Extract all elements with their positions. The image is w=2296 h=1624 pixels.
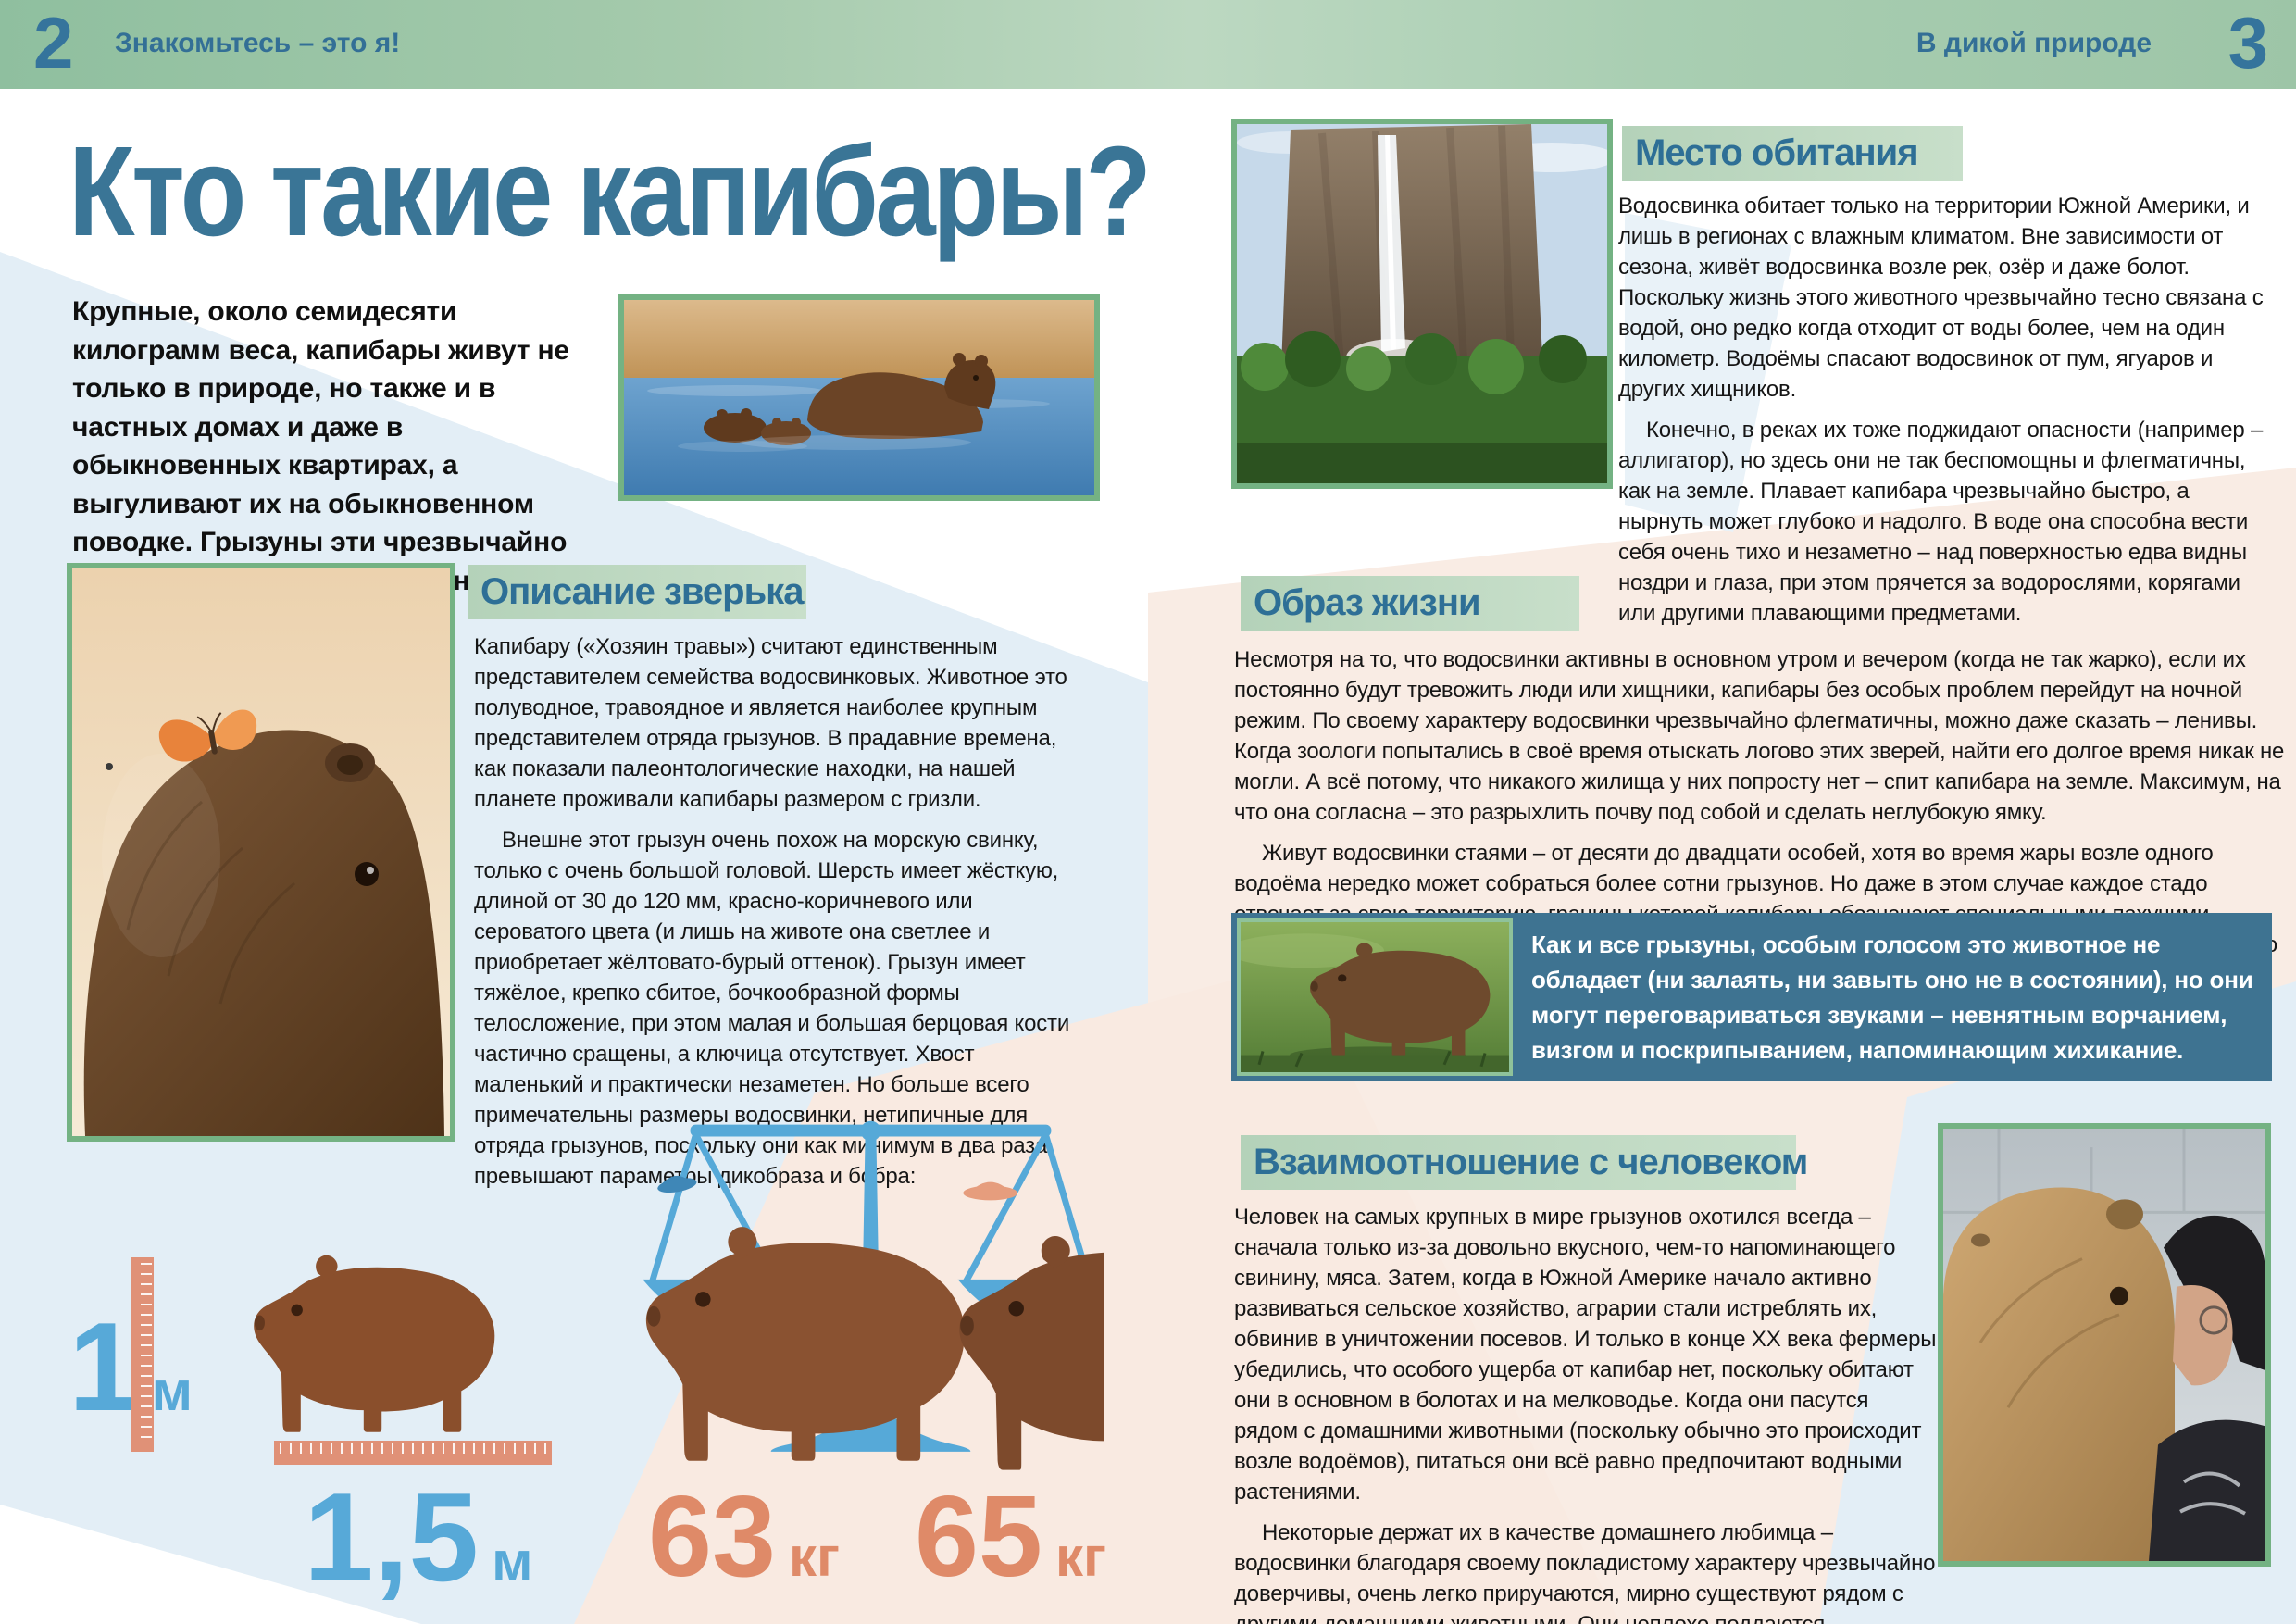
capybara-left-pan-icon <box>646 1227 965 1461</box>
habitat-text: Водосвинка обитает только на территории … <box>1618 191 2277 629</box>
page-header-band: 2 Знакомьтесь – это я! В дикой природе 3 <box>0 0 2296 89</box>
waterfall-photo <box>1231 119 1613 489</box>
description-paragraph-1: Капибару («Хозяин травы») считают единст… <box>474 634 1067 812</box>
voice-callout-box: Как и все грызуны, особым голосом это жи… <box>1231 913 2272 1081</box>
weight-left-unit: кг <box>788 1526 840 1588</box>
capybara-right-pan-icon <box>959 1236 1104 1470</box>
page-title: Кто такие капибары? <box>69 120 1152 263</box>
section-heading-lifestyle: Образ жизни <box>1241 576 1579 631</box>
height-unit: м <box>151 1360 193 1422</box>
rubric-right: В дикой природе <box>1915 28 2152 58</box>
capybara-swimming-illustration <box>624 300 1094 495</box>
weight-right-label: 65 кг <box>915 1480 1106 1594</box>
habitat-paragraph-1: Водосвинка обитает только на территории … <box>1618 194 2264 402</box>
horizontal-ruler <box>274 1441 552 1465</box>
page-number-right: 3 <box>2227 2 2268 83</box>
lifestyle-paragraph-1: Несмотря на то, что водосвинки активны в… <box>1234 647 2285 825</box>
balance-scale-icon <box>643 1120 1104 1525</box>
section-heading-description: Описание зверька <box>468 565 806 619</box>
capybara-walking-photo <box>1237 918 1513 1076</box>
weight-left-value: 63 <box>648 1473 776 1601</box>
description-paragraph-2: Внешне этот грызун очень похож на морску… <box>474 828 1070 1189</box>
height-value: 1 <box>69 1296 139 1437</box>
man-capybara-illustration <box>1943 1129 2265 1561</box>
salmon-hat-icon <box>963 1181 1017 1201</box>
weight-right-unit: кг <box>1054 1526 1106 1588</box>
human-paragraph-2: Некоторые держат их в качестве домашнего… <box>1234 1520 1936 1624</box>
human-text: Человек на самых крупных в мире грызунов… <box>1234 1202 1938 1624</box>
waterfall-illustration <box>1237 124 1607 483</box>
vertical-ruler <box>131 1257 154 1452</box>
section-heading-human: Взаимоотношение с человеком <box>1241 1135 1808 1190</box>
weight-right-value: 65 <box>915 1473 1042 1601</box>
vertical-ruler-ticks <box>141 1263 152 1446</box>
description-text: Капибару («Хозяин травы») считают единст… <box>474 631 1085 1192</box>
human-paragraph-1: Человек на самых крупных в мире грызунов… <box>1234 1205 1937 1505</box>
habitat-paragraph-2: Конечно, в реках их тоже поджидают опасн… <box>1618 418 2264 626</box>
capybara-walking-illustration <box>1241 922 1509 1072</box>
blue-cap-icon <box>657 1175 697 1193</box>
capybara-standing-icon <box>208 1241 560 1446</box>
page-number-left: 2 <box>33 2 74 83</box>
horizontal-ruler-ticks <box>280 1443 546 1454</box>
height-label: 1 м <box>69 1304 193 1430</box>
weight-left-label: 63 кг <box>648 1480 840 1594</box>
fly-icon <box>106 763 113 770</box>
capybara-swimming-photo <box>618 294 1100 501</box>
capybara-closeup-photo <box>67 563 455 1142</box>
man-kissing-capybara-photo <box>1938 1123 2271 1567</box>
capybara-butterfly-illustration <box>72 568 450 1136</box>
length-label: 1,5 м <box>304 1474 532 1600</box>
section-heading-habitat: Место обитания <box>1622 126 1963 181</box>
length-value: 1,5 <box>304 1467 480 1607</box>
rubric-left: Знакомьтесь – это я! <box>115 28 401 58</box>
voice-callout-text: Как и все грызуны, особым голосом это жи… <box>1531 931 2253 1064</box>
butterfly-icon <box>158 709 257 762</box>
length-unit: м <box>492 1530 533 1593</box>
